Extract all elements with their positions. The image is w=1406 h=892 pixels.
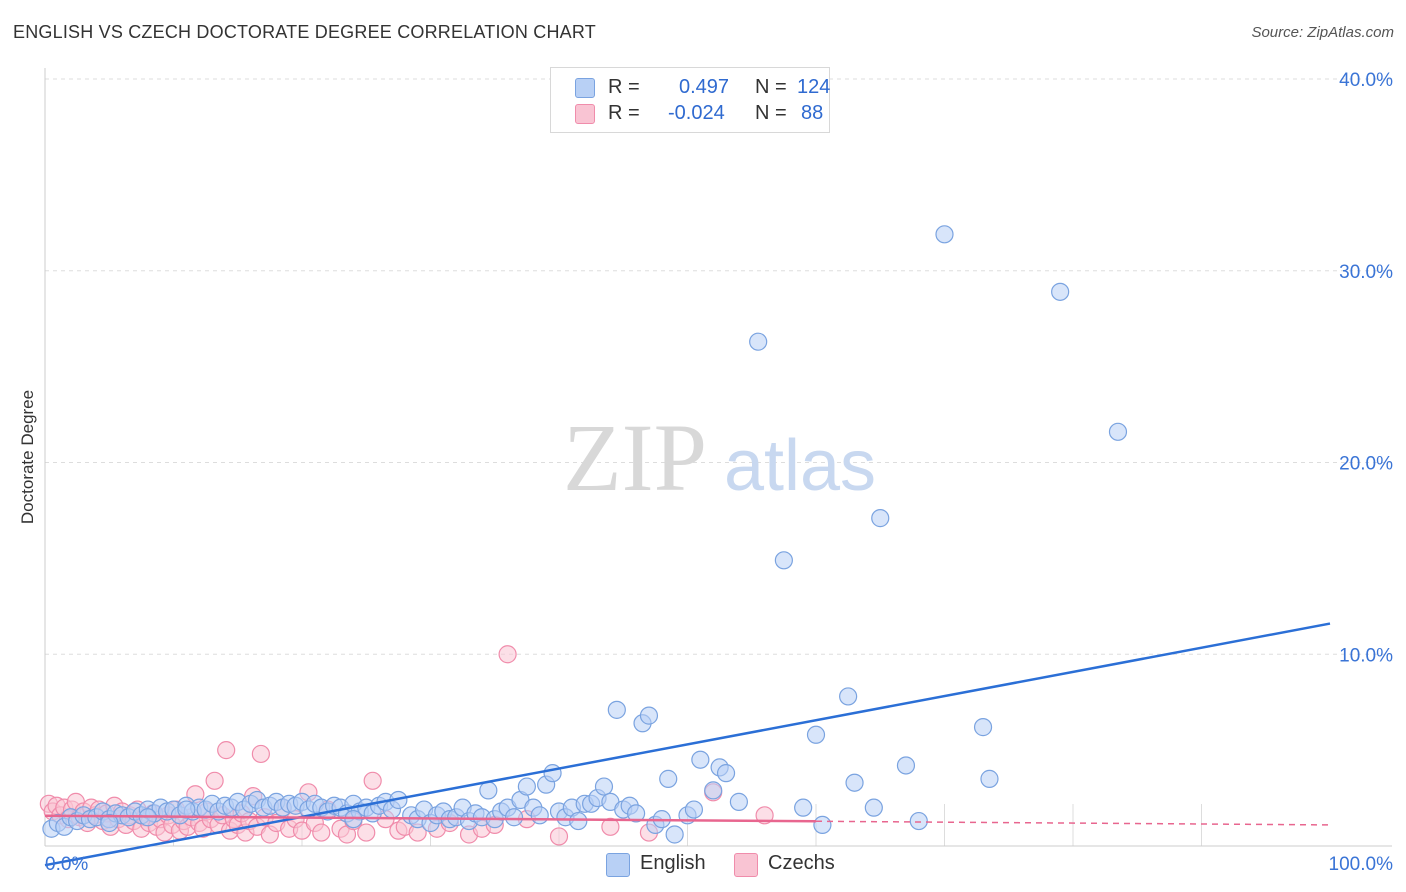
bottom-english-label: English [640, 852, 706, 874]
watermark-atlas: atlas [724, 426, 876, 506]
czechs-point [755, 806, 774, 825]
english-n-value: 124 [797, 76, 831, 98]
english-point [909, 811, 928, 831]
english-point [517, 777, 536, 796]
bottom-english-swatch [606, 853, 630, 877]
english-r-label: R = [608, 76, 640, 98]
series-english [42, 225, 1128, 844]
watermark-zip: ZIP [563, 404, 707, 511]
english-point [704, 781, 723, 800]
english-point [100, 813, 119, 833]
english-point [729, 792, 749, 811]
czechs-point [498, 645, 517, 664]
english-point [569, 811, 588, 831]
czechs-point [601, 817, 620, 836]
english-point [813, 815, 832, 835]
bottom-czechs-swatch [734, 853, 758, 877]
english-point [659, 769, 678, 788]
english-point [684, 800, 704, 819]
tick-labels: 10.0% 20.0% 30.0% 40.0% 0.0% 100.0% [45, 70, 1393, 875]
english-point [504, 808, 524, 827]
czechs-point [549, 827, 569, 846]
czechs-point [251, 744, 270, 764]
czechs-r-label: R = [608, 102, 640, 124]
legend-row-czechs: R = -0.024 N = 88 [575, 102, 825, 126]
english-point [839, 687, 858, 706]
bottom-czechs-label: Czechs [768, 852, 835, 874]
english-point [1108, 422, 1128, 441]
english-trend-line [44, 622, 1331, 867]
source-label: Source: ZipAtlas.com [1251, 24, 1394, 41]
gridlines [45, 78, 1392, 846]
english-point [749, 332, 768, 351]
english-r-value: 0.497 [679, 76, 730, 98]
y-axis-label: Doctorate Degree [18, 390, 37, 524]
correlation-legend: R = 0.497 N = 124 R = -0.024 N = 88 [550, 67, 830, 133]
czechs-swatch [575, 104, 595, 124]
bottom-legend-english: English [606, 852, 726, 878]
english-point [980, 769, 999, 788]
axes [44, 68, 1392, 847]
bottom-legend-czechs: Czechs [734, 852, 854, 878]
english-point [716, 764, 736, 783]
english-point [626, 804, 646, 823]
x-tick-label-min: 0.0% [45, 854, 88, 875]
english-point [543, 764, 562, 783]
czechs-point [363, 771, 382, 790]
english-point [479, 781, 498, 800]
czechs-trend-line-extension [815, 820, 1331, 826]
english-point [864, 798, 883, 817]
english-point [607, 700, 626, 719]
czechs-n-value: 88 [801, 102, 824, 124]
english-point [871, 509, 890, 528]
chart-title: ENGLISH VS CZECH DOCTORATE DEGREE CORREL… [13, 22, 596, 42]
y-tick-label: 40.0% [1339, 70, 1393, 91]
english-point [665, 825, 684, 844]
english-point [794, 798, 813, 817]
czechs-point [217, 741, 236, 760]
czechs-r-value: -0.024 [668, 102, 725, 124]
trend-lines [44, 622, 1331, 867]
english-n-label: N = [755, 76, 787, 98]
english-point [774, 551, 793, 570]
czechs-point [205, 771, 224, 790]
czechs-point [357, 823, 376, 842]
english-point [845, 773, 864, 792]
y-tick-label: 10.0% [1339, 645, 1393, 666]
czechs-point [312, 823, 331, 842]
legend-row-english: R = 0.497 N = 124 [575, 76, 830, 100]
english-point [806, 725, 826, 744]
czechs-trend-line [44, 814, 817, 823]
english-point [973, 718, 993, 737]
english-point [935, 225, 954, 244]
english-point [896, 756, 916, 775]
english-point [530, 806, 549, 825]
english-point [1051, 282, 1070, 301]
watermark: ZIP atlas [563, 404, 876, 511]
english-point [639, 706, 659, 725]
x-tick-label-max: 100.0% [1329, 854, 1394, 875]
english-point [691, 750, 710, 769]
y-tick-label: 20.0% [1339, 454, 1393, 475]
y-tick-label: 30.0% [1339, 262, 1393, 283]
english-swatch [575, 78, 595, 98]
english-point [594, 777, 614, 796]
czechs-n-label: N = [755, 102, 787, 124]
english-point [177, 800, 196, 819]
